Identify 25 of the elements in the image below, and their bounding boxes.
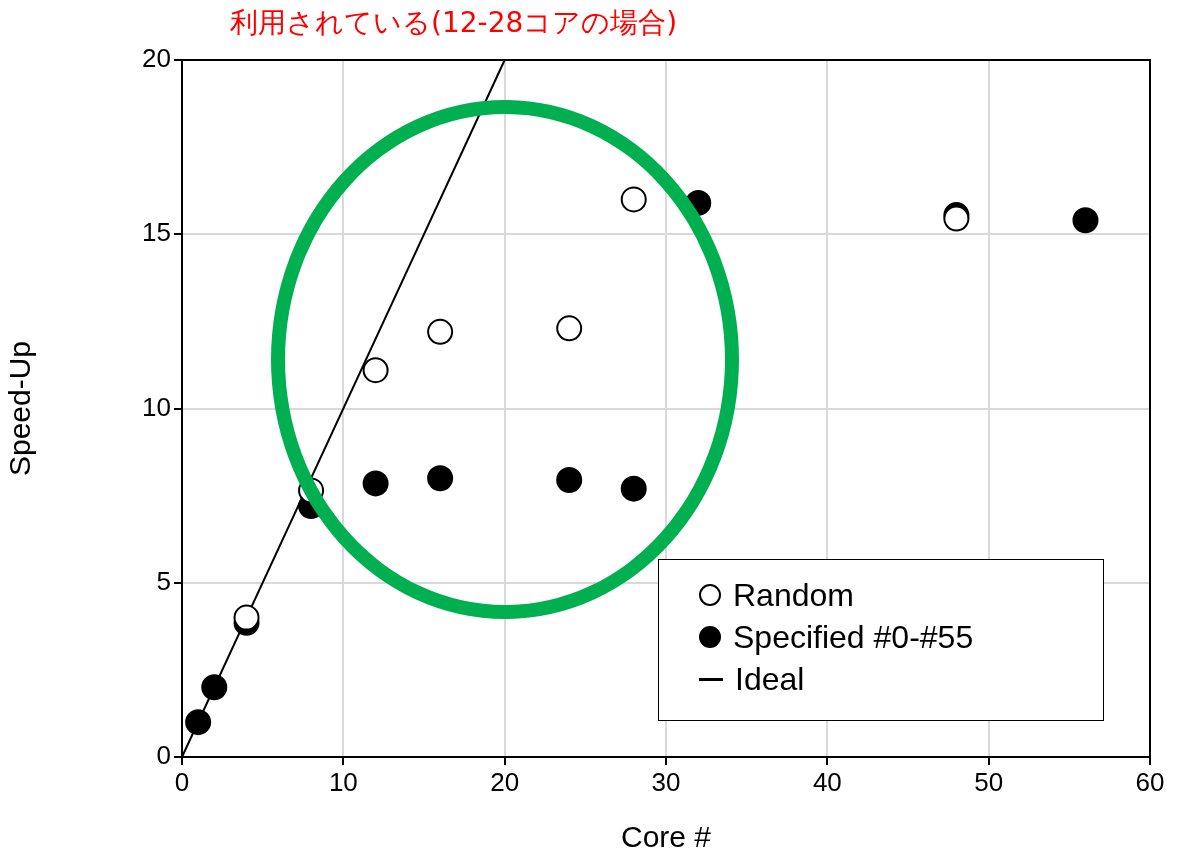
x-tick-label: 50 <box>974 766 1004 797</box>
x-tick-label: 30 <box>651 766 681 797</box>
x-tick-label: 40 <box>812 766 842 797</box>
point <box>556 466 583 493</box>
legend-label: Specified #0-#55 <box>733 618 974 656</box>
x-tick-label: 10 <box>328 766 358 797</box>
point <box>1072 207 1099 234</box>
text: 利用されている(12-28コアの場合) <box>230 5 678 41</box>
y-tick-label: 5 <box>156 565 171 596</box>
y-tick-label: 10 <box>142 391 171 422</box>
y-tick-label: 20 <box>142 43 171 74</box>
legend-label: Ideal <box>735 660 805 698</box>
y-tick-label: 15 <box>142 217 171 248</box>
point <box>362 470 389 497</box>
x-tick-label: 20 <box>490 766 520 797</box>
point <box>233 604 260 631</box>
point <box>620 475 647 502</box>
point <box>185 709 212 736</box>
y-tick-label: 0 <box>156 740 171 771</box>
legend-label: Random <box>733 576 854 614</box>
y-axis-title: Speed-Up <box>3 340 37 477</box>
x-tick-label: 60 <box>1135 766 1165 797</box>
point <box>427 465 454 492</box>
point <box>201 674 228 701</box>
x-axis-title: Core # <box>620 820 712 854</box>
